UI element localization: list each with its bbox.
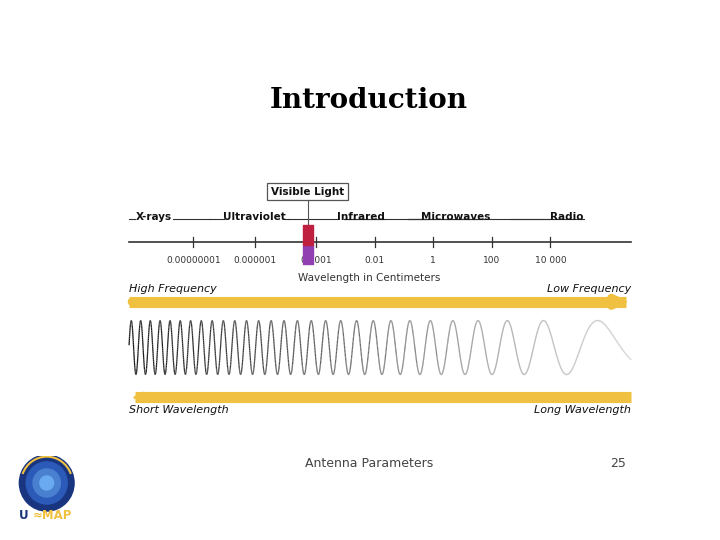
Text: Infrared: Infrared xyxy=(337,212,384,221)
Text: Antenna Parameters: Antenna Parameters xyxy=(305,457,433,470)
Bar xyxy=(302,225,312,245)
Text: 0.0001: 0.0001 xyxy=(300,256,332,265)
Text: X-rays: X-rays xyxy=(136,212,172,221)
Circle shape xyxy=(26,462,67,504)
Text: 25: 25 xyxy=(610,457,626,470)
Text: 0.000001: 0.000001 xyxy=(233,256,276,265)
Text: ≈MAP: ≈MAP xyxy=(33,509,73,522)
Circle shape xyxy=(33,469,60,497)
Text: Radio: Radio xyxy=(550,212,584,221)
Text: Short Wavelength: Short Wavelength xyxy=(129,405,229,415)
Text: Ultraviolet: Ultraviolet xyxy=(223,212,286,221)
Text: 100: 100 xyxy=(483,256,500,265)
Text: Long Wavelength: Long Wavelength xyxy=(534,405,631,415)
Text: Wavelength in Centimeters: Wavelength in Centimeters xyxy=(298,273,440,283)
Text: U: U xyxy=(19,509,29,522)
Text: Visible Light: Visible Light xyxy=(271,187,344,197)
Text: 1: 1 xyxy=(431,256,436,265)
Text: Microwaves: Microwaves xyxy=(420,212,490,221)
Text: Low Frequency: Low Frequency xyxy=(547,285,631,294)
Circle shape xyxy=(19,455,74,511)
Text: High Frequency: High Frequency xyxy=(129,285,217,294)
Text: 10 000: 10 000 xyxy=(534,256,566,265)
Circle shape xyxy=(40,476,53,490)
Bar xyxy=(302,245,312,265)
Text: 0.00000001: 0.00000001 xyxy=(166,256,220,265)
Text: 0.01: 0.01 xyxy=(364,256,384,265)
Text: Introduction: Introduction xyxy=(270,86,468,113)
